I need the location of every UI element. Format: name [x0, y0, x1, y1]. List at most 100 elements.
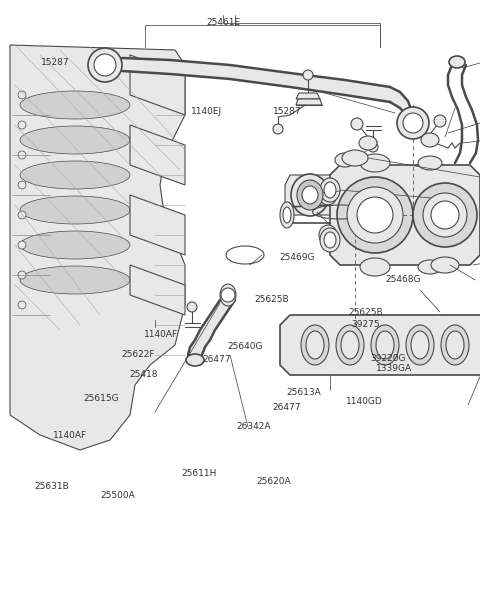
- Circle shape: [351, 118, 363, 130]
- Text: 25613A: 25613A: [286, 388, 321, 397]
- Text: 25500A: 25500A: [100, 490, 135, 500]
- Circle shape: [397, 107, 429, 139]
- Ellipse shape: [320, 178, 340, 202]
- Text: 25625B: 25625B: [348, 308, 383, 317]
- Ellipse shape: [360, 154, 390, 172]
- Polygon shape: [122, 58, 390, 102]
- Ellipse shape: [446, 331, 464, 359]
- Polygon shape: [130, 265, 185, 315]
- Ellipse shape: [20, 196, 130, 224]
- Ellipse shape: [319, 225, 337, 245]
- Ellipse shape: [280, 202, 294, 228]
- Text: 39275: 39275: [351, 320, 380, 329]
- Ellipse shape: [360, 258, 390, 276]
- Text: 1140EJ: 1140EJ: [191, 107, 222, 117]
- Circle shape: [403, 113, 423, 133]
- Ellipse shape: [421, 133, 439, 147]
- Circle shape: [423, 193, 467, 237]
- Circle shape: [347, 187, 403, 243]
- Circle shape: [221, 288, 235, 302]
- Text: 26477: 26477: [273, 403, 301, 412]
- Ellipse shape: [20, 231, 130, 259]
- Ellipse shape: [431, 257, 459, 273]
- Text: 25620A: 25620A: [256, 477, 291, 487]
- Text: 25469G: 25469G: [280, 252, 315, 262]
- Polygon shape: [130, 125, 185, 185]
- Text: 1140GD: 1140GD: [347, 397, 383, 406]
- Circle shape: [368, 142, 378, 152]
- Ellipse shape: [342, 150, 368, 166]
- Polygon shape: [285, 175, 340, 215]
- Text: 25615G: 25615G: [83, 394, 119, 403]
- Ellipse shape: [20, 266, 130, 294]
- Text: 25418: 25418: [130, 370, 158, 380]
- Polygon shape: [188, 300, 235, 355]
- Polygon shape: [10, 45, 185, 450]
- Circle shape: [18, 271, 26, 279]
- Circle shape: [18, 151, 26, 159]
- Ellipse shape: [359, 136, 377, 150]
- Circle shape: [18, 211, 26, 219]
- Ellipse shape: [20, 126, 130, 154]
- Text: 1140AF: 1140AF: [144, 330, 178, 339]
- Circle shape: [88, 48, 122, 82]
- Text: 39220G: 39220G: [370, 353, 406, 363]
- Ellipse shape: [336, 325, 364, 365]
- Ellipse shape: [418, 156, 442, 170]
- Polygon shape: [330, 165, 480, 265]
- Ellipse shape: [406, 325, 434, 365]
- Ellipse shape: [376, 331, 394, 359]
- Ellipse shape: [186, 354, 204, 366]
- Circle shape: [18, 91, 26, 99]
- Ellipse shape: [319, 185, 337, 205]
- Ellipse shape: [341, 331, 359, 359]
- Circle shape: [18, 301, 26, 309]
- Polygon shape: [296, 93, 320, 99]
- Text: 1339GA: 1339GA: [375, 364, 412, 374]
- Ellipse shape: [20, 161, 130, 189]
- Text: 25611H: 25611H: [181, 468, 217, 478]
- Circle shape: [431, 201, 459, 229]
- Circle shape: [94, 54, 116, 76]
- Text: 25468G: 25468G: [385, 275, 421, 284]
- Text: 26477: 26477: [203, 355, 231, 365]
- Ellipse shape: [20, 91, 130, 119]
- Circle shape: [273, 124, 283, 134]
- Circle shape: [18, 181, 26, 189]
- Ellipse shape: [291, 174, 329, 216]
- Text: 25622F: 25622F: [121, 350, 155, 359]
- Ellipse shape: [220, 284, 236, 306]
- Circle shape: [303, 70, 313, 80]
- Text: 15287: 15287: [41, 58, 70, 67]
- Ellipse shape: [441, 325, 469, 365]
- Circle shape: [187, 302, 197, 312]
- Circle shape: [337, 177, 413, 253]
- Ellipse shape: [283, 207, 291, 223]
- Polygon shape: [296, 99, 322, 105]
- Polygon shape: [390, 87, 412, 128]
- Ellipse shape: [297, 180, 323, 210]
- Ellipse shape: [449, 56, 465, 68]
- Ellipse shape: [324, 232, 336, 248]
- Circle shape: [413, 183, 477, 247]
- Ellipse shape: [301, 325, 329, 365]
- Ellipse shape: [418, 260, 442, 274]
- Circle shape: [18, 121, 26, 129]
- Ellipse shape: [324, 182, 336, 198]
- Polygon shape: [280, 315, 480, 375]
- Circle shape: [18, 241, 26, 249]
- Text: 26342A: 26342A: [236, 422, 271, 431]
- Ellipse shape: [306, 331, 324, 359]
- Ellipse shape: [371, 325, 399, 365]
- Circle shape: [357, 197, 393, 233]
- Text: 25625B: 25625B: [254, 295, 288, 304]
- Text: 25461E: 25461E: [206, 17, 240, 27]
- Ellipse shape: [320, 228, 340, 252]
- Text: 15287: 15287: [273, 107, 301, 117]
- Polygon shape: [130, 55, 185, 115]
- Ellipse shape: [302, 186, 318, 204]
- Polygon shape: [130, 195, 185, 255]
- Text: 25640G: 25640G: [227, 342, 263, 351]
- Circle shape: [434, 115, 446, 127]
- Text: 1140AF: 1140AF: [52, 431, 87, 440]
